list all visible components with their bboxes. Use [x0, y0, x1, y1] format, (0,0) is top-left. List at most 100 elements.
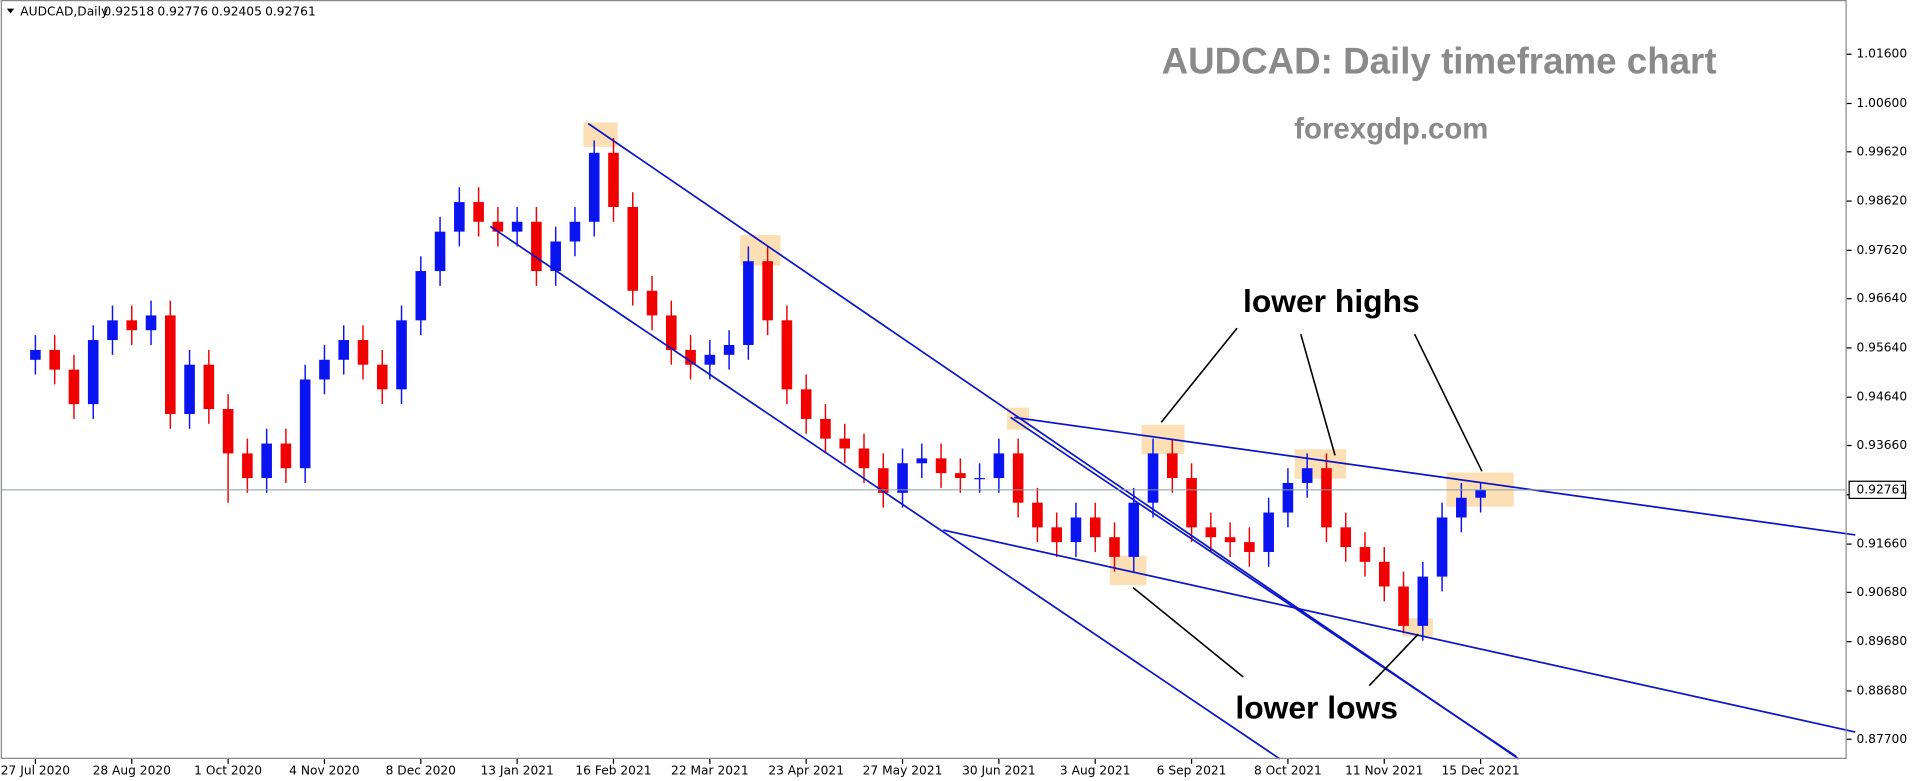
candle-body — [531, 221, 542, 272]
candle-body — [839, 438, 851, 449]
candle-body — [1051, 527, 1062, 543]
pointer — [1368, 633, 1419, 687]
candle-body — [1089, 517, 1101, 538]
y-tick-label: 0.93660 — [1857, 438, 1908, 452]
x-tick-label: 6 Sep 2021 — [1157, 764, 1227, 778]
candle-body — [415, 271, 427, 321]
candle-body — [492, 221, 504, 232]
y-tick-label: 0.90680 — [1857, 585, 1908, 599]
candle-body — [357, 340, 369, 365]
y-tick-label: 0.97620 — [1857, 243, 1908, 257]
chart-subtitle: forexgdp.com — [1294, 113, 1488, 146]
chart-title: AUDCAD: Daily timeframe chart — [1162, 40, 1717, 81]
candle-body — [1282, 482, 1294, 513]
x-tick-label: 28 Aug 2020 — [93, 764, 171, 778]
candle-body — [1070, 517, 1082, 543]
candle-body — [145, 315, 157, 331]
candle-body — [1224, 537, 1236, 543]
candle-body — [376, 364, 388, 390]
y-tick-label: 0.91660 — [1857, 537, 1908, 551]
x-tick-label: 8 Dec 2020 — [386, 764, 456, 778]
pointer — [1160, 327, 1238, 423]
candle-body — [1186, 478, 1197, 528]
y-tick-label: 0.95640 — [1857, 340, 1908, 354]
candle-body — [222, 409, 234, 454]
candle-body — [280, 443, 292, 469]
y-tick-label: 0.98620 — [1857, 194, 1908, 208]
candle-body — [1340, 527, 1352, 548]
candle-body — [1128, 502, 1140, 557]
candle-body — [993, 453, 1005, 479]
candle-body — [820, 418, 831, 439]
candle-body — [897, 463, 908, 493]
candle-body — [1301, 468, 1313, 483]
plot-frame — [0, 0, 1847, 759]
candle-body — [511, 221, 523, 232]
annotation: lower highs — [1243, 283, 1420, 319]
last-price-box — [1848, 480, 1907, 500]
x-tick-label: 23 Apr 2021 — [768, 764, 844, 778]
x-tick-label: 8 Oct 2021 — [1254, 764, 1322, 778]
candle-body — [1166, 453, 1178, 479]
last-price-label: 0.92761 — [1857, 482, 1908, 496]
candle-body — [338, 340, 350, 360]
candle-body — [454, 202, 465, 232]
candle-body — [588, 152, 600, 222]
candle-body — [1147, 453, 1159, 503]
candle-body — [858, 448, 870, 469]
candle-body — [319, 359, 330, 380]
candle-body — [743, 261, 754, 345]
candle-body — [203, 364, 215, 410]
candle-body — [68, 369, 80, 405]
candle-body — [569, 221, 581, 242]
y-tick-label: 0.89680 — [1857, 634, 1908, 648]
candle-body — [1032, 502, 1043, 528]
y-tick-label: 1.01600 — [1857, 47, 1908, 61]
candle-body — [30, 349, 41, 360]
x-tick-label: 13 Jan 2021 — [480, 764, 553, 778]
candle-body — [261, 443, 272, 479]
x-tick-label: 16 Feb 2021 — [575, 764, 651, 778]
trend-line — [943, 529, 1856, 733]
pointer — [1299, 333, 1336, 456]
candle-body — [1321, 468, 1332, 528]
candle-body — [916, 458, 928, 464]
y-tick-label: 0.94640 — [1857, 390, 1908, 404]
candle-body — [1436, 517, 1448, 577]
menu-arrow[interactable] — [6, 8, 15, 14]
y-tick-label: 0.87700 — [1857, 732, 1908, 746]
candle-body — [781, 320, 793, 390]
trend-line — [489, 225, 1281, 760]
candle-body — [473, 202, 484, 222]
candle-body — [396, 320, 407, 390]
candle-body — [723, 344, 735, 355]
highlight — [583, 122, 618, 147]
candle-body — [1244, 542, 1255, 552]
candle-body — [1205, 527, 1217, 538]
symbol: AUDCAD,Daily — [20, 5, 108, 19]
candle-body — [1378, 561, 1390, 587]
candles — [30, 137, 1486, 641]
candle-body — [685, 349, 696, 365]
candle-body — [1398, 586, 1409, 626]
candle-body — [762, 261, 773, 321]
candle-body — [1456, 497, 1467, 518]
candle-body — [1417, 576, 1429, 626]
candle-body — [550, 241, 561, 272]
ohlc-high: 0.92776 — [157, 5, 208, 19]
ohlc-close: 0.92761 — [265, 5, 316, 19]
candle-body — [1109, 537, 1120, 557]
candle-body — [107, 320, 118, 341]
x-tick-label: 22 Mar 2021 — [671, 764, 749, 778]
x-tick-label: 27 May 2021 — [863, 764, 943, 778]
x-tick-label: 27 Jul 2020 — [1, 764, 70, 778]
x-tick-label: 11 Nov 2021 — [1345, 764, 1423, 778]
annotation-arrows — [1132, 327, 1483, 687]
pointer — [1413, 333, 1483, 472]
candle-body — [299, 379, 311, 469]
candle-body — [434, 231, 446, 272]
ohlc-open: 0.92518 — [104, 5, 155, 19]
candle-body — [49, 349, 60, 370]
